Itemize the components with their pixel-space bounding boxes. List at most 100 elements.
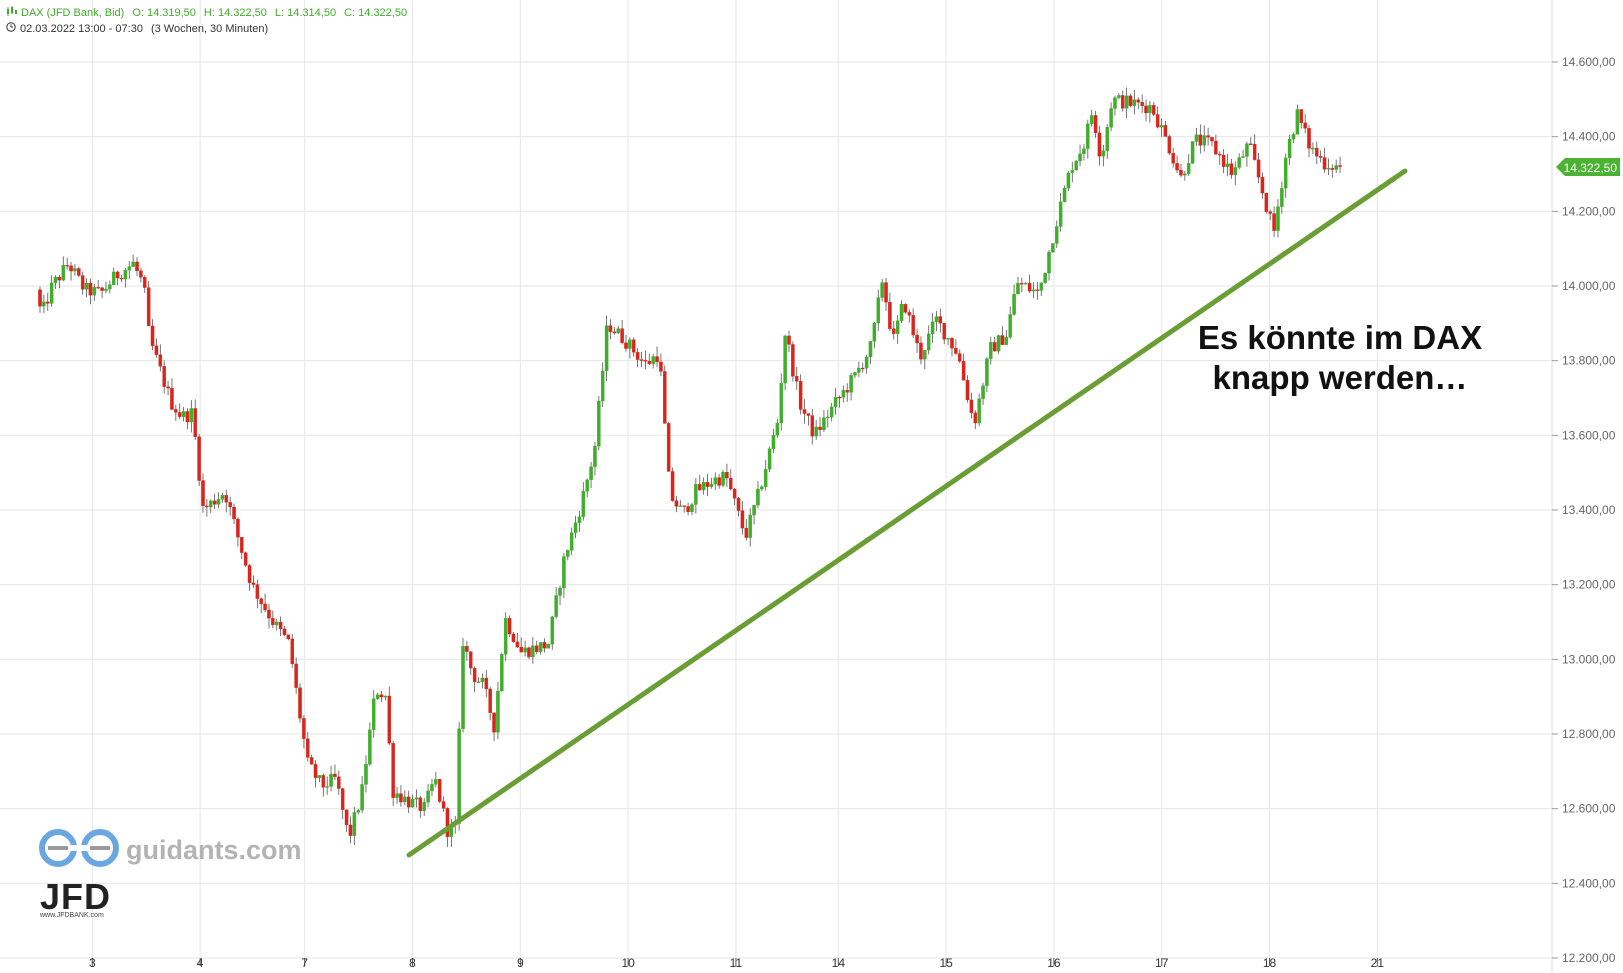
candle: [604, 315, 609, 381]
candle: [302, 715, 306, 749]
candle: [1086, 119, 1090, 159]
candle: [600, 362, 605, 407]
candle: [422, 798, 426, 816]
candle: [1233, 161, 1238, 185]
candle: [1101, 144, 1106, 167]
candle: [868, 340, 873, 365]
last-price-label: 14.322,50: [1564, 161, 1618, 175]
candle: [1105, 124, 1109, 159]
candle: [259, 597, 263, 614]
candle: [1012, 284, 1016, 316]
candle: [1221, 149, 1226, 174]
candle: [1062, 185, 1067, 203]
candlestick-chart-icon: [6, 6, 17, 19]
candle: [127, 260, 132, 280]
candle: [1179, 163, 1183, 178]
candle: [286, 634, 291, 641]
candle: [589, 461, 593, 489]
high-value: H: 14.322,50: [203, 7, 267, 19]
candle: [1280, 181, 1284, 214]
candle: [437, 778, 442, 804]
candle: [961, 353, 966, 381]
candle: [635, 348, 640, 368]
candle: [523, 640, 527, 657]
candle: [441, 796, 446, 812]
candle: [379, 691, 384, 703]
candle: [387, 686, 392, 746]
candles: [38, 87, 1342, 847]
candle: [104, 281, 108, 294]
candle: [923, 349, 927, 370]
candle: [170, 378, 174, 411]
y-tick-label: 14.400,00: [1562, 130, 1616, 144]
candle: [569, 527, 574, 556]
candle: [368, 722, 372, 767]
x-tick-label: 17: [1155, 956, 1169, 970]
candle: [119, 275, 124, 282]
candle: [115, 270, 120, 286]
candle: [701, 477, 706, 495]
candle: [1303, 113, 1307, 134]
candle: [461, 637, 465, 733]
candle: [317, 775, 322, 783]
candle: [154, 338, 159, 358]
candle: [763, 459, 768, 491]
x-tick-label: 18: [1263, 956, 1277, 970]
candle: [647, 353, 652, 365]
candle: [1148, 100, 1152, 123]
candle: [1066, 170, 1071, 192]
candle: [837, 395, 842, 408]
candle: [624, 334, 628, 352]
candle: [1276, 199, 1280, 238]
candle: [989, 336, 993, 365]
y-tick-label: 13.000,00: [1562, 652, 1616, 666]
price-axis: 12.200,00 12.400,00 12.600,00 12.800,00 13.0…: [1552, 55, 1616, 965]
period: (3 Wochen, 30 Minuten): [150, 23, 269, 35]
candle: [798, 374, 803, 415]
candle: [488, 686, 492, 721]
candle: [403, 790, 407, 806]
candle: [791, 341, 795, 382]
candle: [255, 579, 260, 609]
candle: [476, 677, 481, 683]
candle: [981, 382, 985, 405]
candle: [1163, 121, 1168, 137]
candle: [143, 275, 147, 294]
candle: [915, 328, 919, 353]
candle: [1004, 330, 1009, 346]
candle: [111, 267, 116, 286]
candle: [131, 254, 135, 267]
candle: [96, 279, 100, 289]
candle: [845, 383, 849, 402]
candle: [430, 778, 434, 797]
candle: [1023, 281, 1028, 285]
candle: [84, 278, 89, 298]
candle: [919, 336, 923, 365]
candle: [1186, 154, 1191, 177]
candle: [550, 615, 555, 650]
candle: [174, 404, 178, 421]
candle: [775, 418, 780, 438]
candle: [1027, 274, 1032, 293]
candle: [888, 292, 892, 332]
candle: [1039, 282, 1043, 297]
candle: [500, 652, 504, 692]
candle: [88, 278, 93, 305]
candle: [643, 350, 648, 370]
candle: [181, 407, 186, 422]
candle: [895, 315, 900, 344]
candle: [705, 473, 710, 497]
candle: [1070, 161, 1075, 183]
date-range: 02.03.2022 13:00 - 07:30: [20, 23, 143, 35]
candle: [360, 776, 364, 813]
candle: [1144, 99, 1148, 122]
candle: [337, 770, 341, 796]
candle: [434, 771, 438, 788]
candle: [492, 712, 496, 742]
x-tick-label: 4: [197, 956, 204, 970]
candle: [950, 337, 954, 357]
candle: [189, 400, 194, 433]
candle: [38, 286, 42, 313]
candle: [1334, 159, 1338, 174]
